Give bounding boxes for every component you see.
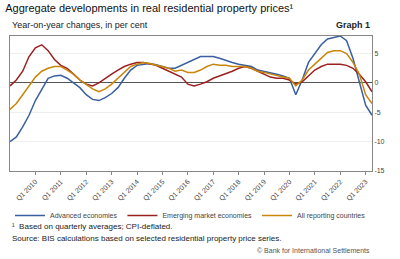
svg-text:-5: -5 — [374, 109, 380, 116]
svg-text:Q1 2021: Q1 2021 — [294, 178, 319, 203]
svg-text:Advanced economies: Advanced economies — [50, 212, 117, 219]
svg-text:Q1 2016: Q1 2016 — [167, 178, 192, 203]
svg-text:Q1 2017: Q1 2017 — [192, 178, 217, 203]
svg-text:Q1 2015: Q1 2015 — [142, 178, 167, 203]
svg-text:Aggregate developments in real: Aggregate developments in real residenti… — [5, 2, 293, 14]
svg-text:Q1 2019: Q1 2019 — [243, 178, 268, 203]
svg-text:Q1 2013: Q1 2013 — [91, 178, 116, 203]
svg-text:Q1 2014: Q1 2014 — [116, 178, 141, 203]
svg-text:All reporting countries: All reporting countries — [297, 212, 365, 220]
svg-text:Q1 2023: Q1 2023 — [345, 178, 370, 203]
svg-text:-10: -10 — [374, 138, 384, 145]
svg-text:Source: BIS calculations based: Source: BIS calculations based on select… — [12, 234, 281, 243]
svg-text:Q1 2020: Q1 2020 — [269, 178, 294, 203]
svg-text:¹ Based on quarterly averages: ¹ Based on quarterly averages; CPI-defla… — [12, 222, 173, 231]
svg-text:0: 0 — [374, 79, 378, 86]
svg-text:Emerging market economies: Emerging market economies — [162, 212, 252, 220]
svg-text:Q1 2011: Q1 2011 — [40, 178, 64, 202]
svg-text:Q1 2012: Q1 2012 — [65, 178, 90, 203]
svg-text:5: 5 — [374, 50, 378, 57]
svg-text:Year-on-year changes, in per c: Year-on-year changes, in per cent — [12, 20, 148, 30]
svg-text:Graph 1: Graph 1 — [336, 20, 370, 30]
svg-text:Q1 2022: Q1 2022 — [319, 178, 344, 203]
svg-text:© Bank for International Settl: © Bank for International Settlements — [257, 247, 370, 254]
svg-text:Q1 2010: Q1 2010 — [15, 178, 40, 203]
svg-text:-15: -15 — [374, 167, 384, 174]
svg-text:Q1 2018: Q1 2018 — [218, 178, 243, 203]
